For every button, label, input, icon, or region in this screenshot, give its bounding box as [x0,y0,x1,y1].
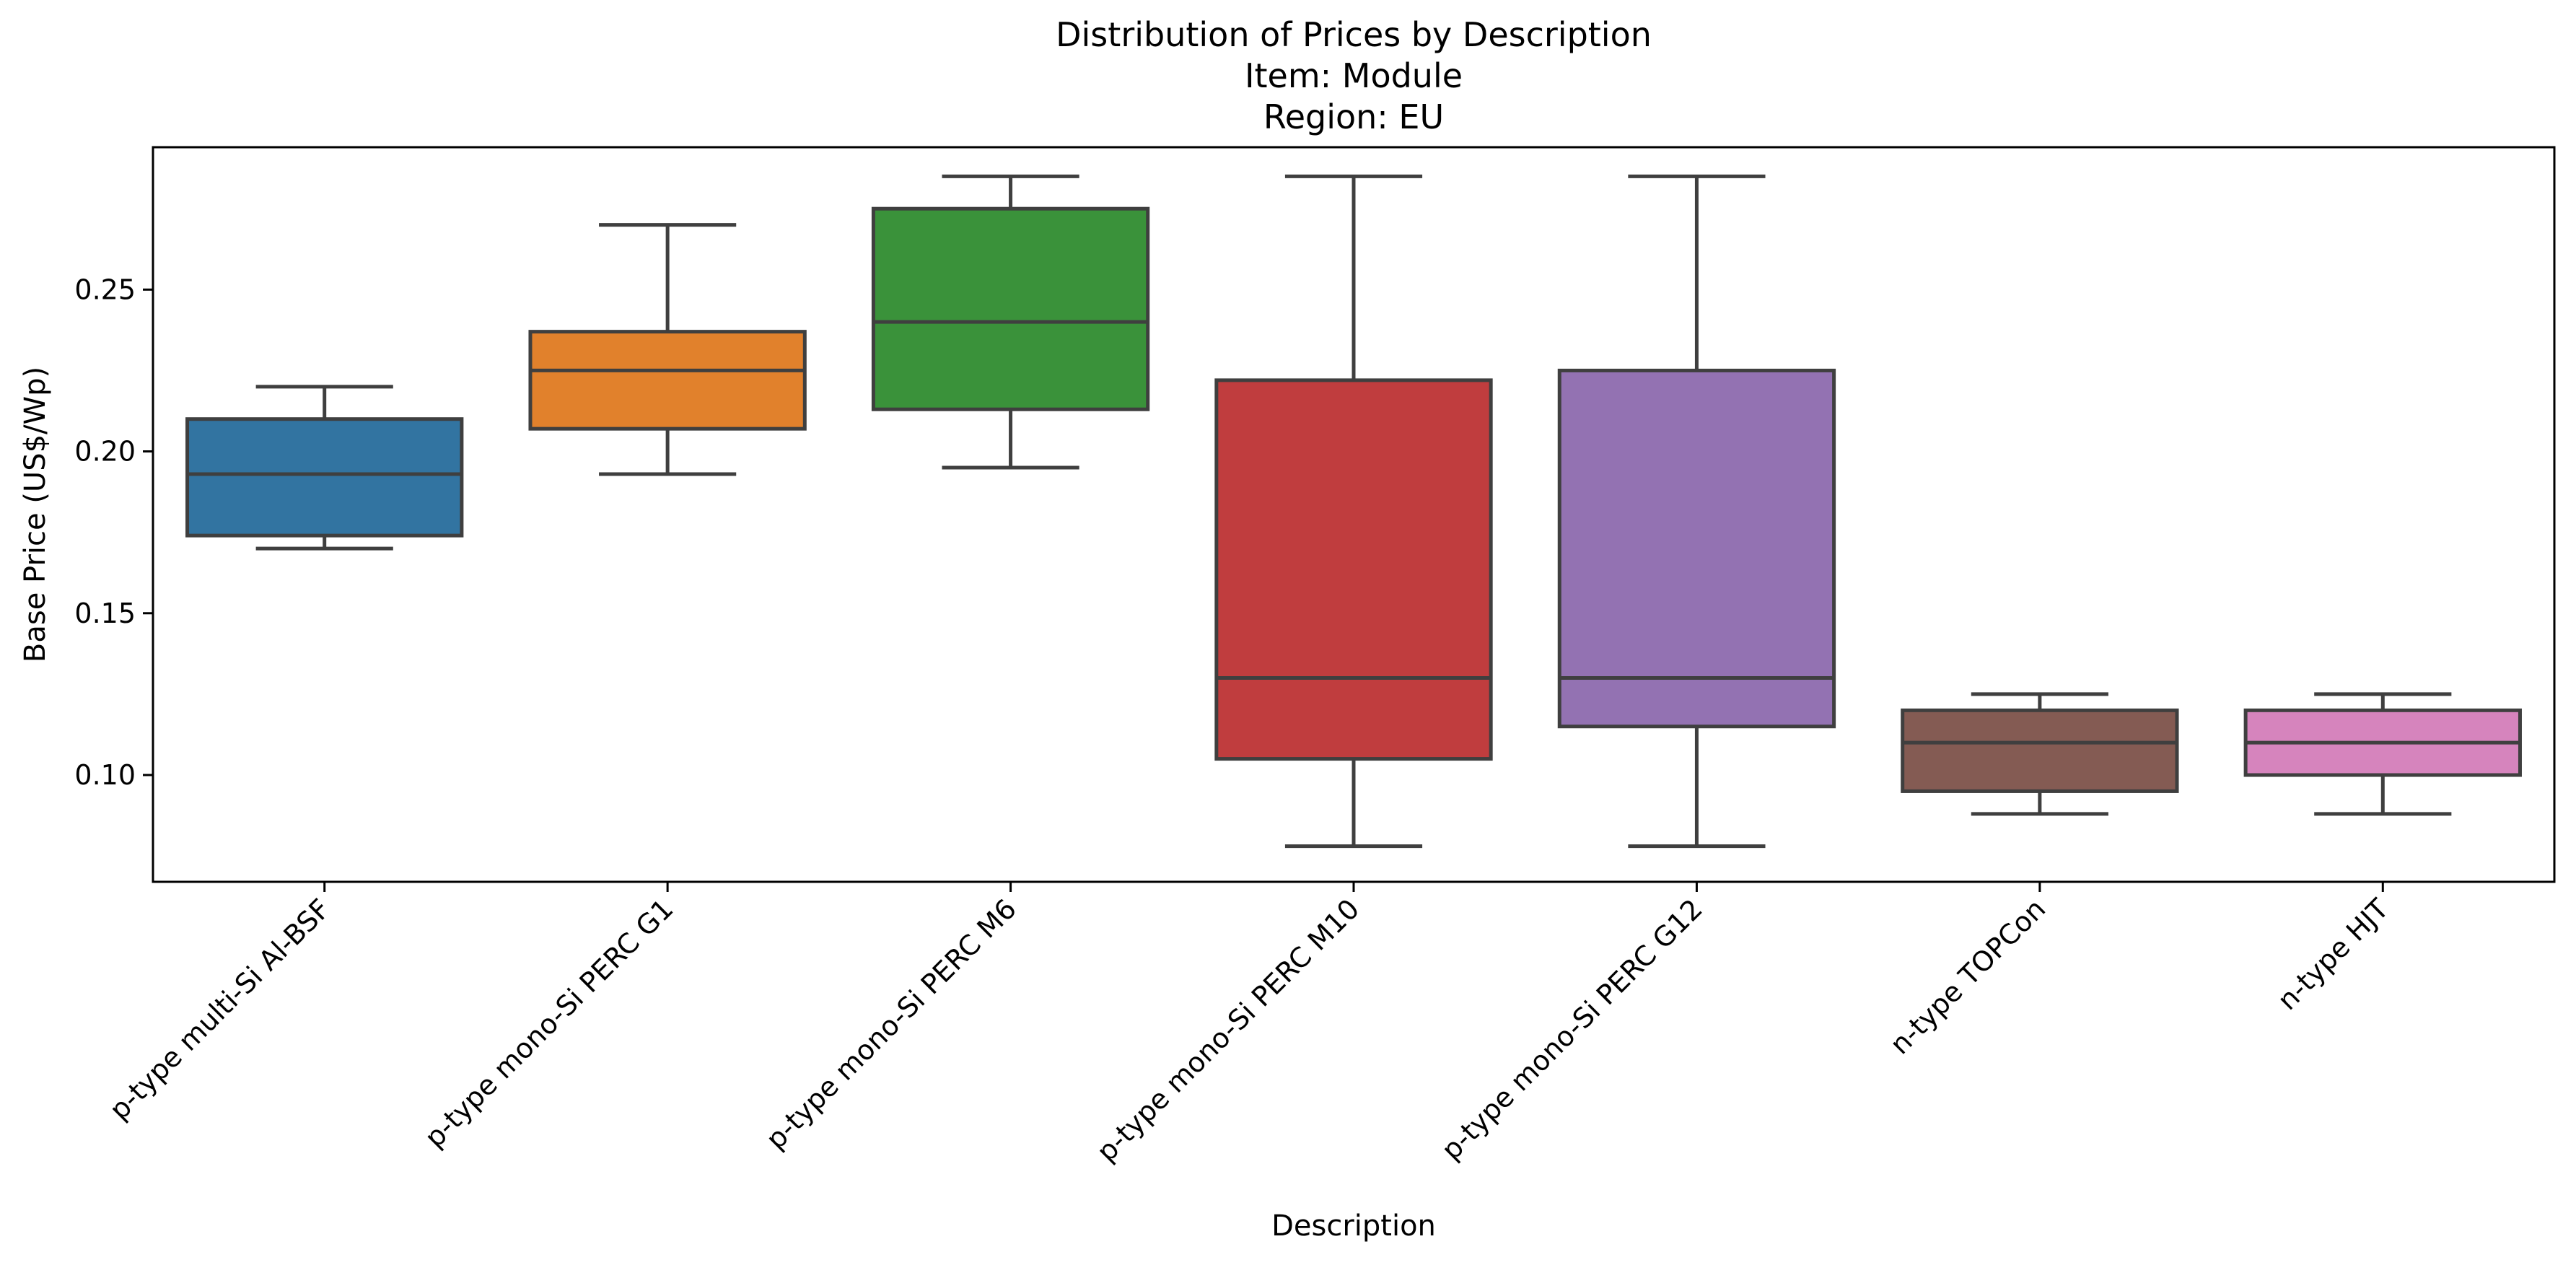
x-axis-label: Description [1271,1209,1436,1243]
box-body [871,206,1150,411]
box-body [1901,708,2179,793]
title-line-1: Distribution of Prices by Description [1056,15,1652,54]
x-axis: p-type multi-Si Al-BSF p-type mono-Si PER… [103,882,2395,1168]
box-body [185,417,464,538]
box-1 [185,385,464,551]
x-tick-label: p-type mono-Si PERC G1 [419,893,680,1154]
y-axis: 0.10 0.15 0.20 0.25 [74,273,153,791]
y-axis-label: Base Price (US$/Wp) [19,367,52,662]
box-6 [1901,692,2179,816]
box-7 [2243,692,2522,816]
box-body [1557,368,1836,729]
x-tick-label: p-type mono-Si PERC M10 [1090,893,1365,1168]
x-tick-label: p-type mono-Si PERC M6 [760,893,1022,1155]
x-tick-label: n-type HJT [2271,893,2396,1017]
box-body [528,330,807,431]
y-tick-label: 0.20 [74,436,136,468]
title-line-2: Item: Module [1245,56,1463,95]
boxes-layer [185,174,2522,849]
x-tick-label: p-type mono-Si PERC G12 [1435,893,1709,1166]
y-tick-label: 0.15 [74,598,136,629]
chart-title: Distribution of Prices by Description It… [1056,15,1652,136]
y-tick-label: 0.25 [74,273,136,305]
box-5 [1557,174,1836,849]
box-body [1214,378,1493,761]
box-4 [1214,174,1493,849]
title-line-3: Region: EU [1263,97,1444,136]
box-2 [528,223,807,476]
box-3 [871,174,1150,470]
y-tick-label: 0.10 [74,759,136,791]
x-tick-label: n-type TOPCon [1884,893,2051,1060]
x-tick-label: p-type multi-Si Al-BSF [103,893,336,1126]
